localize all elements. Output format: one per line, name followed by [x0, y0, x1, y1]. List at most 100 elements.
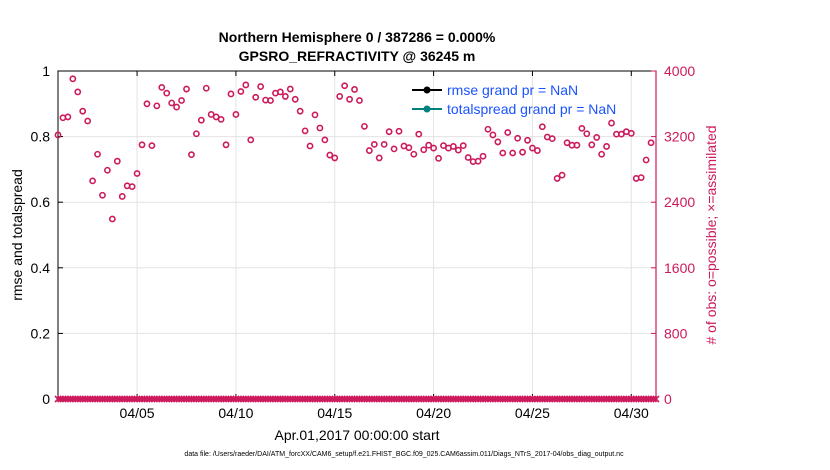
possible-obs-point: [74, 88, 82, 96]
possible-obs-point: [133, 170, 141, 177]
possible-obs-point: [168, 99, 176, 107]
chart-title-line-1: Northern Hemisphere 0 / 387286 = 0.000%: [219, 29, 496, 45]
y-left-tick-label: 0.6: [31, 194, 51, 210]
possible-obs-point: [202, 84, 210, 92]
possible-obs-point: [509, 149, 517, 157]
possible-obs-point: [331, 154, 339, 162]
possible-obs-point: [336, 93, 344, 100]
possible-obs-point: [365, 147, 373, 154]
possible-obs-point: [267, 97, 274, 104]
possible-obs-point: [148, 142, 156, 150]
possible-obs-point: [573, 141, 581, 149]
possible-obs-point: [99, 191, 106, 199]
possible-obs-point: [647, 139, 655, 147]
possible-obs-point: [84, 117, 92, 125]
possible-obs-point: [489, 131, 497, 139]
data-file-footnote: data file: /Users/raeder/DAI/ATM_forcXX/…: [184, 451, 624, 458]
possible-obs-point: [316, 124, 324, 132]
possible-obs-point: [514, 134, 522, 142]
y-right-tick-label: 1600: [664, 260, 695, 276]
possible-obs-point: [642, 156, 650, 164]
possible-obs-point: [188, 151, 195, 159]
x-tick-label: 04/15: [317, 405, 352, 421]
possible-obs-point: [553, 175, 561, 182]
legend-rmse-label: rmse grand pr = NaN: [447, 82, 578, 98]
possible-obs-point: [380, 140, 388, 148]
possible-obs-point: [504, 129, 512, 136]
possible-obs-point: [242, 81, 250, 89]
possible-obs-point: [163, 89, 171, 97]
right-y-axis: 0 800 1600 2400 3200 4000: [651, 63, 695, 407]
x-axis-label: Apr.01,2017 00:00:00 start: [274, 427, 439, 443]
left-y-axis-label: rmse and totalspread: [9, 169, 25, 301]
y-right-tick-label: 800: [664, 325, 688, 341]
y-right-tick-label: 4000: [664, 63, 695, 79]
possible-obs-point: [94, 150, 101, 158]
possible-obs-point: [326, 151, 334, 159]
y-left-tick-label: 1: [42, 63, 50, 79]
possible-obs-point: [598, 150, 606, 158]
possible-obs-point: [578, 124, 586, 132]
chart-title-line-2: GPSRO_REFRACTIVITY @ 36245 m: [239, 48, 476, 64]
legend-spread-label: totalspread grand pr = NaN: [447, 101, 616, 117]
legend-spread-marker: [423, 105, 431, 113]
possible-obs-point: [395, 127, 403, 135]
possible-obs-point: [405, 144, 413, 152]
possible-obs-point: [415, 130, 423, 138]
possible-obs-point: [128, 183, 136, 191]
possible-obs-point: [306, 142, 314, 150]
possible-obs-point: [361, 122, 368, 130]
possible-obs-point: [301, 127, 309, 135]
possible-obs-point: [232, 111, 240, 118]
grid: [58, 71, 656, 399]
y-left-tick-label: 0: [42, 391, 50, 407]
possible-obs-point: [104, 166, 111, 174]
y-left-tick-label: 0.4: [31, 260, 51, 276]
possible-obs-point: [464, 154, 472, 161]
x-tick-label: 04/05: [120, 405, 155, 421]
possible-obs-point: [113, 157, 121, 165]
possible-obs-point: [454, 146, 462, 154]
possible-obs-point: [286, 85, 294, 93]
possible-obs-point: [558, 171, 566, 179]
x-axis: 04/05 04/10 04/15 04/20 04/25 04/30: [120, 71, 649, 421]
y-right-tick-label: 3200: [664, 129, 695, 145]
possible-obs-point: [227, 90, 235, 98]
possible-obs-point: [178, 97, 185, 104]
possible-obs-point: [430, 144, 438, 152]
assimilated-obs-point: [649, 395, 658, 403]
possible-obs-point: [79, 107, 87, 115]
possible-obs-point: [435, 154, 442, 162]
possible-obs-point: [69, 75, 77, 83]
possible-obs-point: [158, 84, 166, 91]
possible-obs-point: [519, 148, 526, 156]
possible-obs-point: [54, 131, 62, 139]
possible-obs-point: [449, 143, 457, 150]
possible-obs-point: [118, 193, 126, 200]
y-left-tick-label: 0.8: [31, 129, 51, 145]
possible-obs-point: [217, 115, 225, 123]
possible-obs-point: [197, 116, 205, 124]
possible-obs-point: [183, 85, 190, 93]
x-tick-label: 04/10: [218, 405, 253, 421]
possible-obs-point: [276, 88, 284, 96]
possible-obs-point: [484, 125, 492, 133]
possible-obs-point: [425, 141, 433, 149]
possible-obs-point: [608, 119, 615, 127]
possible-obs-point: [281, 93, 289, 100]
possible-obs-point: [370, 140, 378, 148]
possible-obs-point: [311, 111, 319, 119]
possible-obs-point: [341, 82, 349, 90]
legend: rmse grand pr = NaN totalspread grand pr…: [412, 82, 616, 117]
possible-obs-point: [291, 95, 299, 103]
possible-obs-point: [296, 107, 304, 115]
possible-obs-point: [143, 100, 151, 108]
possible-obs-point: [252, 93, 260, 101]
y-left-tick-label: 0.2: [31, 325, 51, 341]
possible-obs-point: [479, 152, 487, 160]
assimilated-obs-point: [652, 395, 660, 403]
y-right-tick-label: 0: [664, 391, 672, 407]
possible-obs-point: [538, 123, 546, 131]
possible-obs-point: [356, 97, 363, 104]
possible-obs-point: [627, 129, 635, 137]
